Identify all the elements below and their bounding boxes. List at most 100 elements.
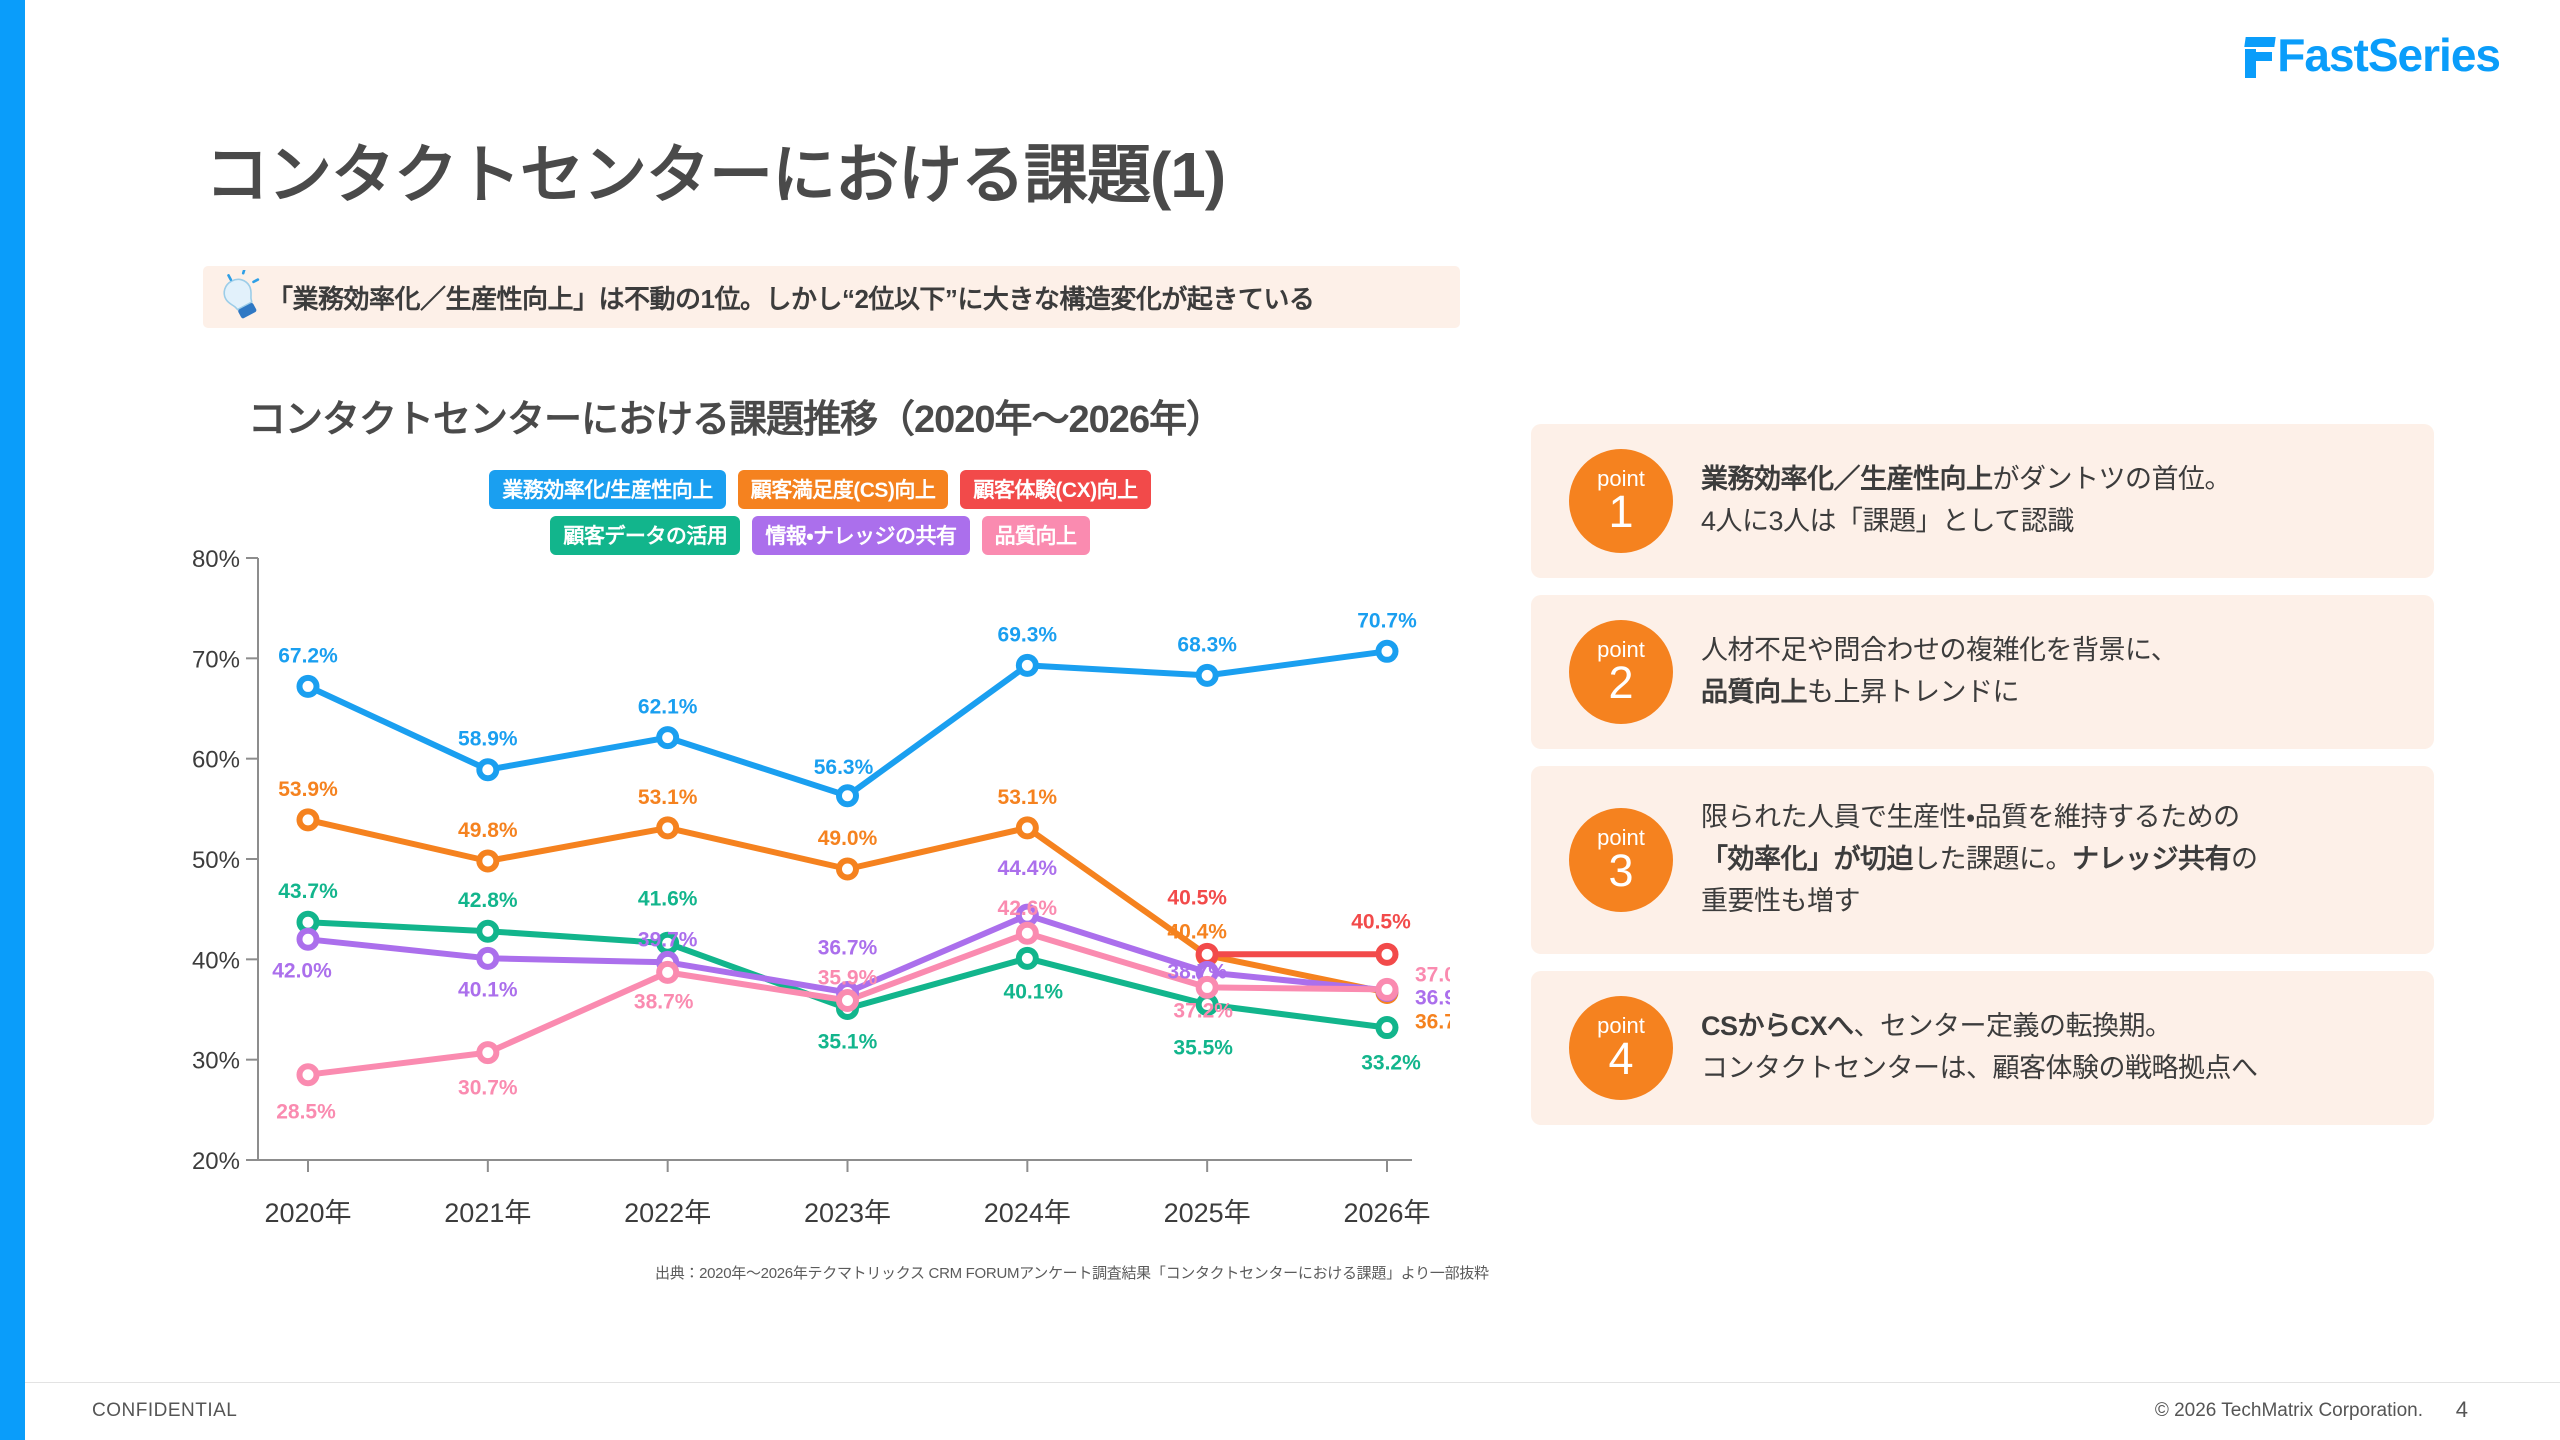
footer-confidential: CONFIDENTIAL <box>92 1400 238 1421</box>
points-panel: point 1 業務効率化／生産性向上がダントツの首位。 4人に3人は「課題」とし… <box>1531 424 2434 1142</box>
data-point-label: 35.5% <box>1173 1036 1233 1059</box>
y-axis-tick-label: 50% <box>192 847 240 874</box>
legend-item-5[interactable]: 品質向上 <box>981 516 1090 555</box>
data-point-label: 68.3% <box>1177 633 1237 656</box>
point-badge-label: point <box>1597 637 1645 663</box>
data-point-label: 37.2% <box>1173 999 1233 1022</box>
data-point-label: 35.1% <box>818 1030 878 1053</box>
data-point-label: 70.7% <box>1357 609 1417 632</box>
x-axis-tick-label: 2024年 <box>984 1198 1071 1228</box>
x-axis-tick-label: 2026年 <box>1343 1198 1430 1228</box>
data-point-label: 40.5% <box>1167 886 1227 909</box>
chart-source-note: 出典：2020年〜2026年テクマトリックス CRM FORUMアンケート調査結… <box>655 1265 1489 1282</box>
data-point-marker[interactable] <box>296 808 320 832</box>
data-point-marker[interactable] <box>476 849 500 873</box>
data-point-label: 37.0% <box>1415 963 1450 986</box>
point-badge-2: point 2 <box>1569 620 1673 724</box>
data-point-label: 36.9% <box>1415 986 1450 1009</box>
data-point-label: 49.8% <box>458 819 518 842</box>
data-point-label: 40.1% <box>458 978 518 1001</box>
data-point-label: 40.1% <box>1004 980 1064 1003</box>
data-point-marker[interactable] <box>836 857 859 881</box>
highlight-banner: 「業務効率化／生産性向上」は不動の1位。しかし“2位以下”に大きな構造変化が起き… <box>203 266 1460 328</box>
point-text-line: 「効率化」が切迫した課題に。ナレッジ共有の <box>1701 844 2258 875</box>
data-point-label: 38.7% <box>1167 960 1227 983</box>
x-axis-tick-label: 2021年 <box>444 1198 531 1228</box>
data-point-label: 69.3% <box>998 623 1058 646</box>
legend-item-2[interactable]: 顧客体験(CX)向上 <box>960 470 1151 509</box>
data-point-label: 42.6% <box>998 897 1058 920</box>
data-point-marker[interactable] <box>1015 816 1039 840</box>
data-point-marker[interactable] <box>476 758 500 782</box>
point-badge-number: 1 <box>1608 486 1634 538</box>
data-point-marker[interactable] <box>1375 1016 1399 1040</box>
data-point-label: 53.1% <box>638 786 698 809</box>
data-point-marker[interactable] <box>1015 946 1039 970</box>
point-card-2: point 2 人材不足や問合わせの複雑化を背景に、 品質向上も上昇トレンドに <box>1531 595 2434 749</box>
data-point-label: 43.7% <box>278 880 338 903</box>
data-point-label: 42.8% <box>458 889 518 912</box>
chart-legend: 業務効率化/生産性向上 顧客満足度(CS)向上 顧客体験(CX)向上 顧客データ… <box>440 470 1200 562</box>
point-badge-number: 2 <box>1608 657 1634 709</box>
data-point-marker[interactable] <box>476 1041 500 1065</box>
y-axis-tick-label: 40% <box>192 947 240 974</box>
fastseries-logo: FastSeries <box>2241 28 2501 82</box>
data-point-label: 28.5% <box>276 1101 336 1124</box>
data-point-label: 40.5% <box>1351 910 1411 933</box>
data-point-label: 67.2% <box>278 644 338 667</box>
legend-item-1[interactable]: 顧客満足度(CS)向上 <box>737 470 949 509</box>
footer-copyright: © 2026 TechMatrix Corporation. <box>2154 1400 2423 1421</box>
point-body-3: 限られた人員で生産性・品質を維持するための 「効率化」が切迫した課題に。ナレッジ共… <box>1701 797 2258 923</box>
data-point-marker[interactable] <box>296 674 320 698</box>
point-badge-number: 4 <box>1608 1033 1634 1085</box>
data-point-marker[interactable] <box>1375 977 1399 1001</box>
data-point-marker[interactable] <box>296 1063 320 1087</box>
point-badge-4: point 4 <box>1569 996 1673 1100</box>
data-point-marker[interactable] <box>1375 942 1399 966</box>
data-point-marker[interactable] <box>1195 975 1219 999</box>
data-point-label: 39.7% <box>638 928 698 951</box>
point-badge-1: point 1 <box>1569 449 1673 553</box>
line-chart: 20% 30% 40% 50% 60% 70% 80% 2020年 2021年 2022年 2023… <box>190 548 1450 1228</box>
point-text-line: 限られた人員で生産性・品質を維持するための <box>1701 802 2240 833</box>
data-point-marker[interactable] <box>656 726 680 750</box>
data-point-label: 38.7% <box>634 990 694 1013</box>
legend-item-4[interactable]: 情報・ナレッジの共有 <box>752 516 970 555</box>
data-point-marker[interactable] <box>656 816 680 840</box>
data-point-label: 62.1% <box>638 696 698 719</box>
legend-item-0[interactable]: 業務効率化/生産性向上 <box>489 470 726 509</box>
lightbulb-icon <box>213 267 267 324</box>
data-point-label: 53.9% <box>278 778 338 801</box>
data-point-label: 36.7% <box>1415 1010 1450 1033</box>
point-text-line: 人材不足や問合わせの複雑化を背景に、 <box>1701 635 2178 666</box>
point-badge-3: point 3 <box>1569 808 1673 912</box>
data-point-marker[interactable] <box>1375 639 1399 663</box>
data-point-marker[interactable] <box>476 946 500 970</box>
data-point-marker[interactable] <box>296 927 320 951</box>
data-point-label: 58.9% <box>458 728 518 751</box>
data-point-label: 42.0% <box>272 959 332 982</box>
data-point-marker[interactable] <box>1195 663 1219 687</box>
y-axis-tick-label: 60% <box>192 747 240 774</box>
point-badge-label: point <box>1597 825 1645 851</box>
data-point-label: 35.9% <box>818 966 878 989</box>
data-point-marker[interactable] <box>836 784 859 808</box>
point-badge-number: 3 <box>1608 845 1634 897</box>
data-point-label: 49.0% <box>818 827 878 850</box>
left-accent-bar <box>0 0 25 1440</box>
data-point-marker[interactable] <box>656 960 680 984</box>
data-point-marker[interactable] <box>1015 921 1039 945</box>
y-axis-tick-label: 20% <box>192 1148 240 1175</box>
banner-text: 「業務効率化／生産性向上」は不動の1位。しかし“2位以下”に大きな構造変化が起き… <box>267 283 1315 314</box>
point-text-line: 品質向上も上昇トレンドに <box>1701 677 2020 707</box>
x-axis-tick-label: 2022年 <box>624 1198 711 1228</box>
data-point-marker[interactable] <box>476 919 500 943</box>
point-card-1: point 1 業務効率化／生産性向上がダントツの首位。 4人に3人は「課題」とし… <box>1531 424 2434 578</box>
legend-item-3[interactable]: 顧客データの活用 <box>550 516 741 555</box>
point-text-line: コンタクトセンターは、顧客体験の戦略拠点へ <box>1701 1053 2258 1083</box>
data-point-marker[interactable] <box>836 988 859 1012</box>
data-point-label: 33.2% <box>1361 1052 1421 1075</box>
data-point-marker[interactable] <box>1015 653 1039 677</box>
point-badge-label: point <box>1597 466 1645 492</box>
data-point-label: 40.4% <box>1167 920 1227 943</box>
